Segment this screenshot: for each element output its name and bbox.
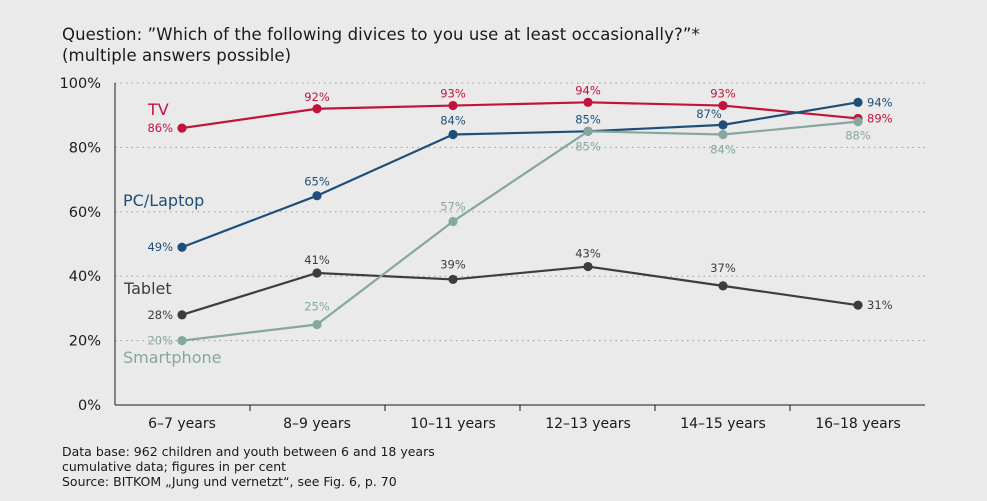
y-tick-label: 100% [60,76,101,92]
series-name-pc-laptop: PC/Laptop [123,191,204,210]
note-data-base: Data base: 962 children and youth betwee… [62,444,435,459]
x-tick-label: 10–11 years [410,416,496,432]
data-label-tv: 93% [710,87,736,101]
data-point-tv [448,100,458,111]
data-label-tv: 89% [867,111,893,125]
data-point-tablet [853,300,863,310]
data-point-pc-laptop [312,191,322,201]
question-line-1: Question: ”Which of the following divice… [62,25,700,44]
data-point-pc-laptop [448,129,458,140]
x-tick-label: 8–9 years [283,416,351,432]
data-label-pc-laptop: 49% [147,240,173,254]
data-label-tv: 93% [440,87,466,101]
data-point-pc-laptop [177,242,187,252]
series-line-smartphone [180,120,860,342]
data-label-tv: 94% [575,83,601,97]
y-tick-label: 20% [69,334,101,350]
data-point-tv [583,97,593,107]
series-name-tablet: Tablet [123,279,172,298]
y-tick-label: 80% [69,140,101,156]
series-line-tv [180,101,860,130]
series-name-smartphone: Smartphone [123,348,221,367]
data-point-smartphone [853,117,863,127]
data-point-pc-laptop [853,97,863,107]
data-point-smartphone [583,126,593,136]
y-tick-label: 40% [69,269,101,285]
note-cumulative: cumulative data; figures in per cent [62,459,287,474]
series-line-pc-laptop [180,101,860,249]
chart-question: Question: ”Which of the following divice… [62,24,700,66]
data-point-tv [718,100,728,111]
note-source: Source: BITKOM „Jung und vernetzt“, see … [62,474,397,489]
data-label-pc-laptop: 87% [696,107,722,121]
data-label-tablet: 41% [304,253,330,267]
data-label-pc-laptop: 94% [867,95,893,109]
series-line-tablet [180,265,860,316]
data-label-tv: 86% [147,121,173,135]
x-tick-label: 14–15 years [680,416,766,432]
data-label-tablet: 43% [575,247,601,261]
data-label-tablet: 39% [440,257,466,271]
data-point-smartphone [718,129,728,140]
y-tick-label: 60% [69,205,101,221]
data-label-smartphone: 85% [575,139,601,153]
data-point-tv [312,104,322,114]
data-point-tablet [312,268,322,278]
data-label-smartphone: 25% [304,300,330,314]
data-label-tv: 92% [304,90,330,104]
y-tick-label: 0% [78,398,101,414]
data-point-smartphone [177,336,187,346]
data-point-tablet [177,310,187,320]
data-label-tablet: 28% [147,308,173,322]
data-label-tablet: 37% [710,261,736,275]
data-label-smartphone: 88% [845,129,871,143]
data-point-smartphone [448,216,458,227]
x-tick-label: 12–13 years [545,416,631,432]
question-line-2: (multiple answers possible) [62,46,292,65]
x-tick-label: 16–18 years [815,416,901,432]
data-label-pc-laptop: 85% [575,112,601,126]
data-point-pc-laptop [718,120,728,130]
data-label-tablet: 31% [867,298,893,312]
data-point-tablet [583,261,593,272]
data-label-smartphone: 57% [440,199,466,213]
data-point-tablet [718,281,728,291]
data-label-pc-laptop: 65% [304,175,330,189]
data-point-smartphone [312,319,322,330]
data-point-tablet [448,274,458,285]
x-tick-label: 6–7 years [148,416,216,432]
data-label-smartphone: 84% [710,143,736,157]
series-name-tv: TV [147,100,169,119]
data-label-pc-laptop: 84% [440,114,466,128]
data-label-smartphone: 20% [147,334,173,348]
data-point-tv [177,123,187,133]
chart-notes: Data base: 962 children and youth betwee… [62,444,435,489]
